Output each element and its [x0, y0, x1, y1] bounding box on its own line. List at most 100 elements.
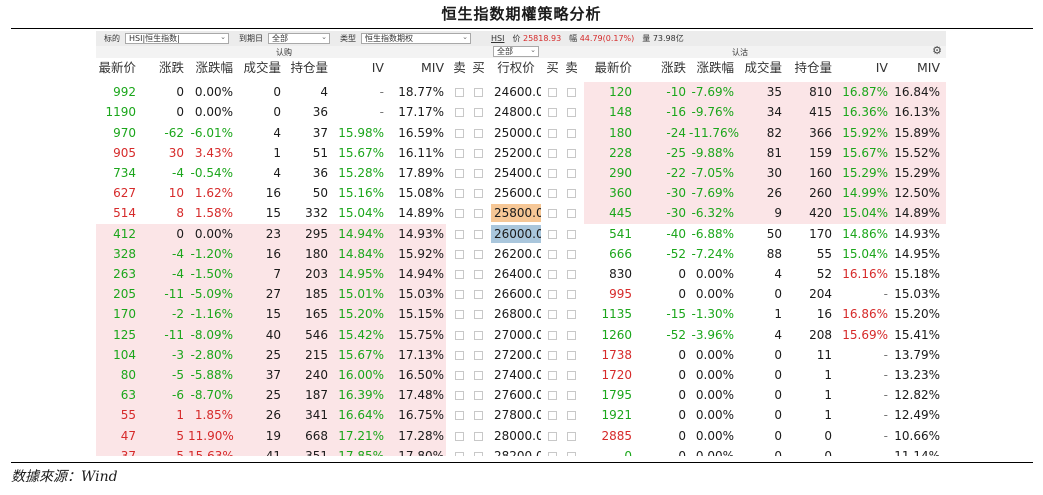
table-row[interactable]: 627 10 1.62% 16 50 15.16% 15.08% 25600.0(360 -30…	[96, 183, 946, 204]
call-sell-checkbox[interactable]	[455, 229, 464, 239]
put-sell-checkbox[interactable]	[567, 451, 576, 456]
put-buy-checkbox[interactable]	[548, 189, 557, 199]
column-header[interactable]: 最新价	[594, 60, 632, 75]
call-buy-checkbox[interactable]	[474, 411, 483, 421]
table-row[interactable]: 205 -11 -5.09% 27 185 15.01% 15.03% 26600.0(995…	[96, 284, 946, 305]
put-sell-checkbox[interactable]	[567, 128, 576, 138]
table-row[interactable]: 104 -3 -2.80% 25 215 15.67% 17.13% 27200.0(1738…	[96, 344, 946, 365]
strike-price-cell[interactable]: 26200.0(	[494, 246, 541, 261]
table-row[interactable]: 970 -62 -6.01% 4 37 15.98% 16.59% 25000.0(180 -2…	[96, 122, 946, 143]
strike-price-cell[interactable]: 26800.0(	[494, 307, 541, 322]
put-sell-checkbox[interactable]	[567, 391, 576, 401]
strike-price-cell[interactable]: 28200.0(	[494, 448, 541, 456]
put-buy-checkbox[interactable]	[548, 371, 557, 380]
put-buy-checkbox[interactable]	[548, 128, 557, 138]
call-sell-checkbox[interactable]	[455, 350, 464, 360]
put-buy-checkbox[interactable]	[548, 108, 557, 118]
put-buy-checkbox[interactable]	[548, 290, 557, 300]
call-sell-checkbox[interactable]	[455, 451, 464, 456]
strike-price-cell[interactable]: 25800.0(	[491, 204, 541, 223]
put-sell-checkbox[interactable]	[567, 249, 576, 259]
put-sell-checkbox[interactable]	[567, 431, 576, 441]
put-buy-checkbox[interactable]	[548, 148, 557, 158]
table-row[interactable]: 514 8 1.58% 15 332 15.04% 14.89% 25800.0(445 -30…	[96, 203, 946, 224]
put-sell-checkbox[interactable]	[567, 229, 576, 239]
put-buy-checkbox[interactable]	[548, 350, 557, 360]
call-buy-checkbox[interactable]	[474, 229, 483, 239]
column-header[interactable]: 涨跌幅	[696, 60, 734, 75]
table-row[interactable]: 170 -2 -1.16% 15 165 15.20% 15.15% 26800.0(1135…	[96, 304, 946, 325]
table-row[interactable]: 992 0 0.00% 0 4 -18.77% 24600.0(120 -10 -7.69% 35…	[96, 82, 946, 103]
call-sell-checkbox[interactable]	[455, 88, 464, 98]
call-buy-checkbox[interactable]	[474, 431, 483, 441]
put-sell-checkbox[interactable]	[567, 411, 576, 421]
put-buy-checkbox[interactable]	[548, 249, 557, 259]
column-header[interactable]: 持仓量	[794, 60, 832, 75]
call-sell-checkbox[interactable]	[455, 189, 464, 199]
put-buy-checkbox[interactable]	[548, 431, 557, 441]
strike-price-cell[interactable]: 25600.0(	[494, 186, 541, 201]
call-sell-checkbox[interactable]	[455, 290, 464, 300]
call-sell-checkbox[interactable]	[455, 431, 464, 441]
put-sell-checkbox[interactable]	[567, 290, 576, 300]
strike-price-cell[interactable]: 26400.0(	[494, 267, 541, 281]
column-header[interactable]: IV	[875, 60, 888, 75]
strike-price-cell[interactable]: 25000.0(	[494, 125, 541, 140]
put-buy-checkbox[interactable]	[548, 330, 557, 340]
type-select[interactable]: 恒生指数期权 ⌄	[361, 33, 471, 44]
column-header[interactable]: MIV	[916, 60, 940, 75]
call-buy-checkbox[interactable]	[474, 249, 483, 259]
put-sell-checkbox[interactable]	[567, 148, 576, 158]
table-row[interactable]: 328 -4 -1.20% 16 180 14.84% 15.92% 26200.0(666 -…	[96, 243, 946, 264]
call-buy-checkbox[interactable]	[474, 371, 483, 380]
call-buy-checkbox[interactable]	[474, 310, 483, 320]
table-row[interactable]: 47511.90%1966817.21%17.28%28000.0(288500…	[96, 425, 946, 446]
strike-price-cell[interactable]: 26000.0(	[491, 224, 541, 243]
table-row[interactable]: 55 1 1.85% 26 341 16.64% 16.75% 27800.0(1921 0 0.…	[96, 405, 946, 426]
call-buy-checkbox[interactable]	[474, 330, 483, 340]
column-header[interactable]: MIV	[420, 60, 444, 75]
call-buy-checkbox[interactable]	[474, 88, 483, 98]
put-buy-checkbox[interactable]	[548, 88, 557, 98]
put-buy-checkbox[interactable]	[548, 209, 557, 219]
put-buy-checkbox[interactable]	[548, 229, 557, 239]
call-sell-checkbox[interactable]	[455, 108, 464, 118]
strike-price-cell[interactable]: 24600.0(	[494, 85, 541, 100]
put-buy-checkbox[interactable]	[548, 451, 557, 456]
strike-price-cell[interactable]: 27400.0(	[494, 368, 541, 382]
call-sell-checkbox[interactable]	[455, 330, 464, 340]
column-header[interactable]: 涨跌幅	[195, 60, 233, 75]
table-row[interactable]: 37 5 15.63% 41 351 17.85% 17.80% 28200.0(0 0 0.00…	[96, 445, 946, 456]
call-buy-checkbox[interactable]	[474, 108, 483, 118]
strike-price-cell[interactable]: 26600.0(	[494, 287, 541, 302]
put-sell-checkbox[interactable]	[567, 88, 576, 98]
table-row[interactable]: 412 0 0.00% 23 295 14.94% 14.93% 26000.0(541 -40…	[96, 223, 946, 244]
strike-price-cell[interactable]: 27600.0(	[494, 388, 541, 403]
column-header-strike[interactable]: 行权价	[497, 60, 535, 75]
column-header[interactable]: 买	[472, 60, 485, 75]
column-header[interactable]: 涨跌	[158, 60, 184, 75]
call-buy-checkbox[interactable]	[474, 169, 483, 178]
call-buy-checkbox[interactable]	[474, 451, 483, 456]
put-sell-checkbox[interactable]	[567, 371, 576, 380]
call-sell-checkbox[interactable]	[455, 310, 464, 320]
strike-price-cell[interactable]: 27000.0(	[494, 327, 541, 342]
column-header[interactable]: 最新价	[98, 60, 136, 75]
call-buy-checkbox[interactable]	[474, 290, 483, 300]
strike-filter-select[interactable]: 全部 ⌄	[493, 46, 539, 57]
call-buy-checkbox[interactable]	[474, 391, 483, 401]
column-header[interactable]: 涨跌	[660, 60, 686, 75]
table-row[interactable]: 734 -4 -0.54% 4 36 15.28% 17.89% 25400.0(290 -22…	[96, 163, 946, 184]
expiry-select[interactable]: 全部 ⌄	[268, 33, 330, 44]
table-row[interactable]: 1190 0 0.00% 0 36 -17.17% 24800.0(148 -16 -9.76%…	[96, 102, 946, 123]
strike-price-cell[interactable]: 24800.0(	[494, 105, 541, 120]
put-buy-checkbox[interactable]	[548, 310, 557, 320]
strike-price-cell[interactable]: 28000.0(	[494, 428, 541, 443]
put-sell-checkbox[interactable]	[567, 350, 576, 360]
column-header[interactable]: 成交量	[243, 60, 281, 75]
column-header[interactable]: 持仓量	[290, 60, 328, 75]
table-row[interactable]: 80 -5 -5.88% 37 240 16.00% 16.50% 27400.0(1720 0…	[96, 365, 946, 386]
put-buy-checkbox[interactable]	[548, 391, 557, 401]
call-sell-checkbox[interactable]	[455, 249, 464, 259]
call-buy-checkbox[interactable]	[474, 209, 483, 219]
